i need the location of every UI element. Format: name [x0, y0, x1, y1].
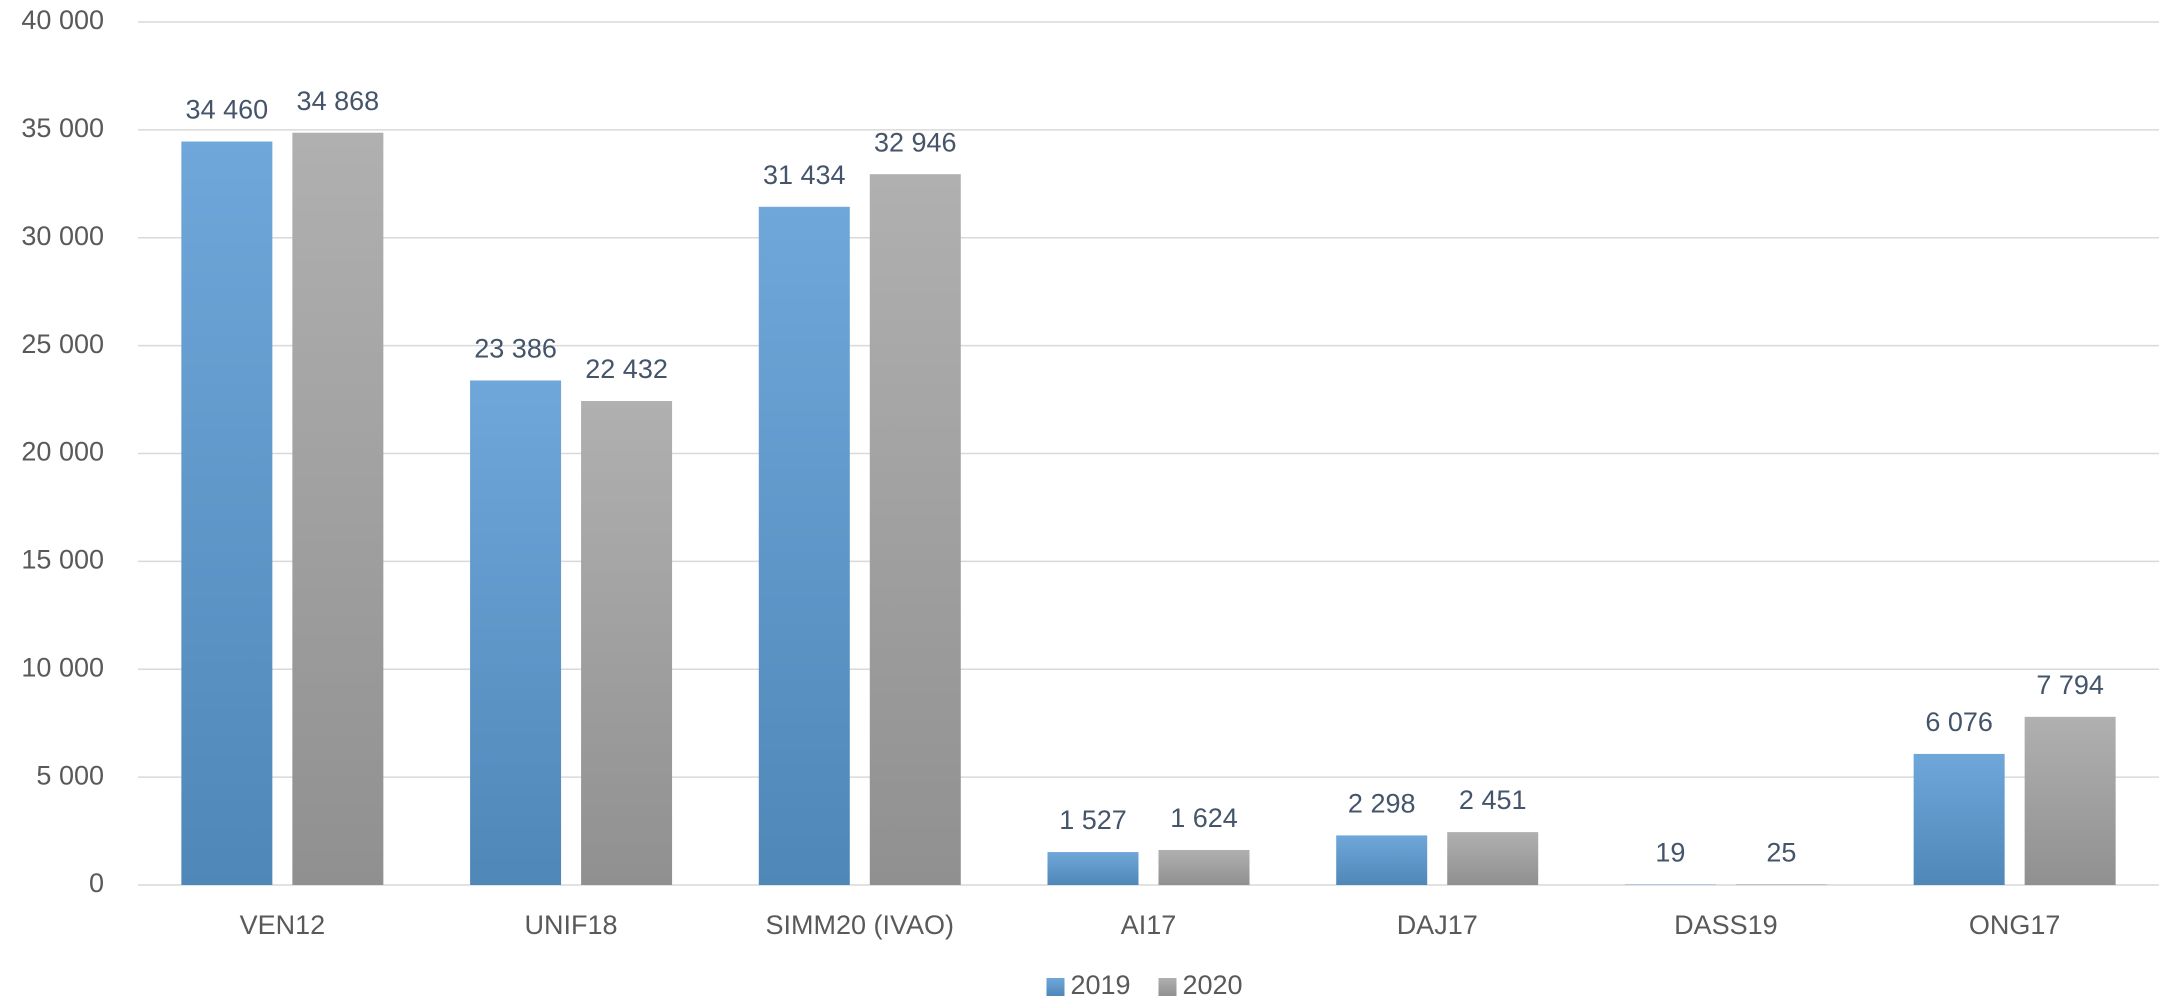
bar [181, 141, 273, 885]
bar [2024, 716, 2116, 885]
bar [1336, 835, 1428, 885]
x-tick-label: AI17 [1121, 910, 1177, 940]
bar [758, 206, 850, 885]
bar [470, 380, 562, 885]
bar [1735, 884, 1827, 885]
data-label: 32 946 [874, 127, 957, 157]
data-label: 19 [1655, 838, 1685, 868]
legend-label: 2019 [1071, 970, 1131, 1000]
data-label: 31 434 [763, 160, 846, 190]
y-tick-label: 10 000 [21, 652, 104, 682]
bar [292, 132, 384, 885]
y-tick-label: 40 000 [21, 5, 104, 35]
y-tick-label: 5 000 [36, 760, 104, 790]
data-label: 34 460 [186, 95, 269, 125]
data-label: 7 794 [2036, 670, 2104, 700]
bar [1047, 852, 1139, 885]
data-label: 34 868 [297, 86, 380, 116]
y-tick-label: 15 000 [21, 545, 104, 575]
legend-label: 2020 [1183, 970, 1243, 1000]
data-label: 2 298 [1348, 789, 1416, 819]
data-label: 23 386 [474, 334, 557, 364]
x-tick-label: UNIF18 [525, 910, 618, 940]
y-tick-label: 0 [89, 868, 104, 898]
data-label: 1 527 [1059, 805, 1127, 835]
legend-swatch [1158, 978, 1177, 996]
bar [1447, 832, 1539, 885]
x-tick-label: VEN12 [240, 910, 326, 940]
data-label: 22 432 [585, 354, 668, 384]
y-tick-label: 35 000 [21, 113, 104, 143]
bar [869, 174, 961, 885]
legend-swatch [1046, 978, 1065, 996]
bar [1913, 753, 2005, 885]
bar [1158, 849, 1250, 885]
x-tick-label: DAJ17 [1397, 910, 1478, 940]
data-label: 1 624 [1170, 803, 1238, 833]
x-tick-label: ONG17 [1969, 910, 2061, 940]
data-label: 2 451 [1459, 785, 1527, 815]
data-label: 25 [1766, 838, 1796, 868]
y-tick-label: 30 000 [21, 221, 104, 251]
y-tick-label: 25 000 [21, 329, 104, 359]
bar [581, 401, 673, 885]
x-tick-label: DASS19 [1674, 910, 1778, 940]
y-tick-label: 20 000 [21, 437, 104, 467]
data-label: 6 076 [1925, 707, 1993, 737]
x-tick-label: SIMM20 (IVAO) [766, 910, 955, 940]
